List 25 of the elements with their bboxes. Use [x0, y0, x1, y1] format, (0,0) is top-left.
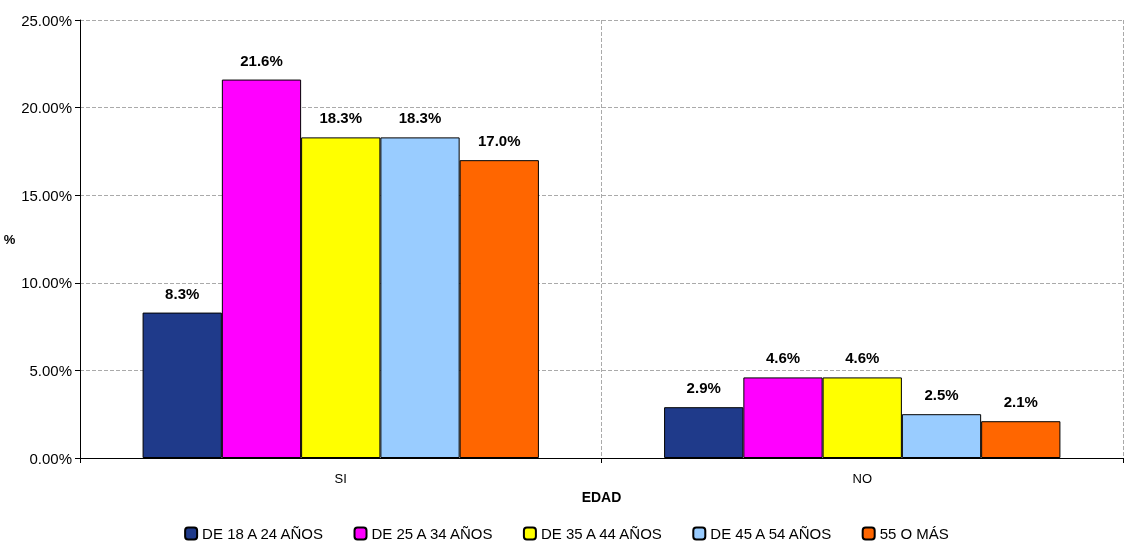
x-axis-title: EDAD [581, 488, 622, 505]
data-label: 2.5% [924, 386, 959, 404]
data-label: 4.6% [765, 349, 801, 367]
y-tick-label: 25.00% [21, 11, 72, 29]
data-label: 8.3% [165, 284, 200, 302]
data-label: 21.6% [240, 51, 283, 69]
legend-label: DE 35 A 44 AÑOS [540, 525, 662, 542]
legend-label: DE 25 A 34 AÑOS [371, 525, 493, 542]
data-label: 18.3% [398, 109, 442, 127]
x-tick-label: NO [852, 471, 872, 486]
data-label: 2.1% [1003, 393, 1038, 411]
data-label: 17.0% [478, 132, 521, 150]
x-tick-label: SI [334, 471, 347, 486]
y-tick-label: 0.00% [29, 449, 72, 467]
data-label: 18.3% [319, 109, 363, 127]
y-tick-label: 5.00% [29, 361, 72, 379]
legend-label: DE 18 A 24 AÑOS [202, 525, 324, 542]
y-axis-title: % [3, 231, 16, 247]
data-label: 4.6% [845, 349, 880, 367]
data-label: 2.9% [686, 379, 721, 397]
legend-label: DE 45 A 54 AÑOS [710, 525, 832, 542]
y-tick-label: 10.00% [21, 274, 72, 292]
y-tick-label: 20.00% [21, 99, 72, 117]
legend-label: 55 O MÁS [879, 525, 949, 542]
y-tick-label: 15.00% [21, 186, 72, 204]
